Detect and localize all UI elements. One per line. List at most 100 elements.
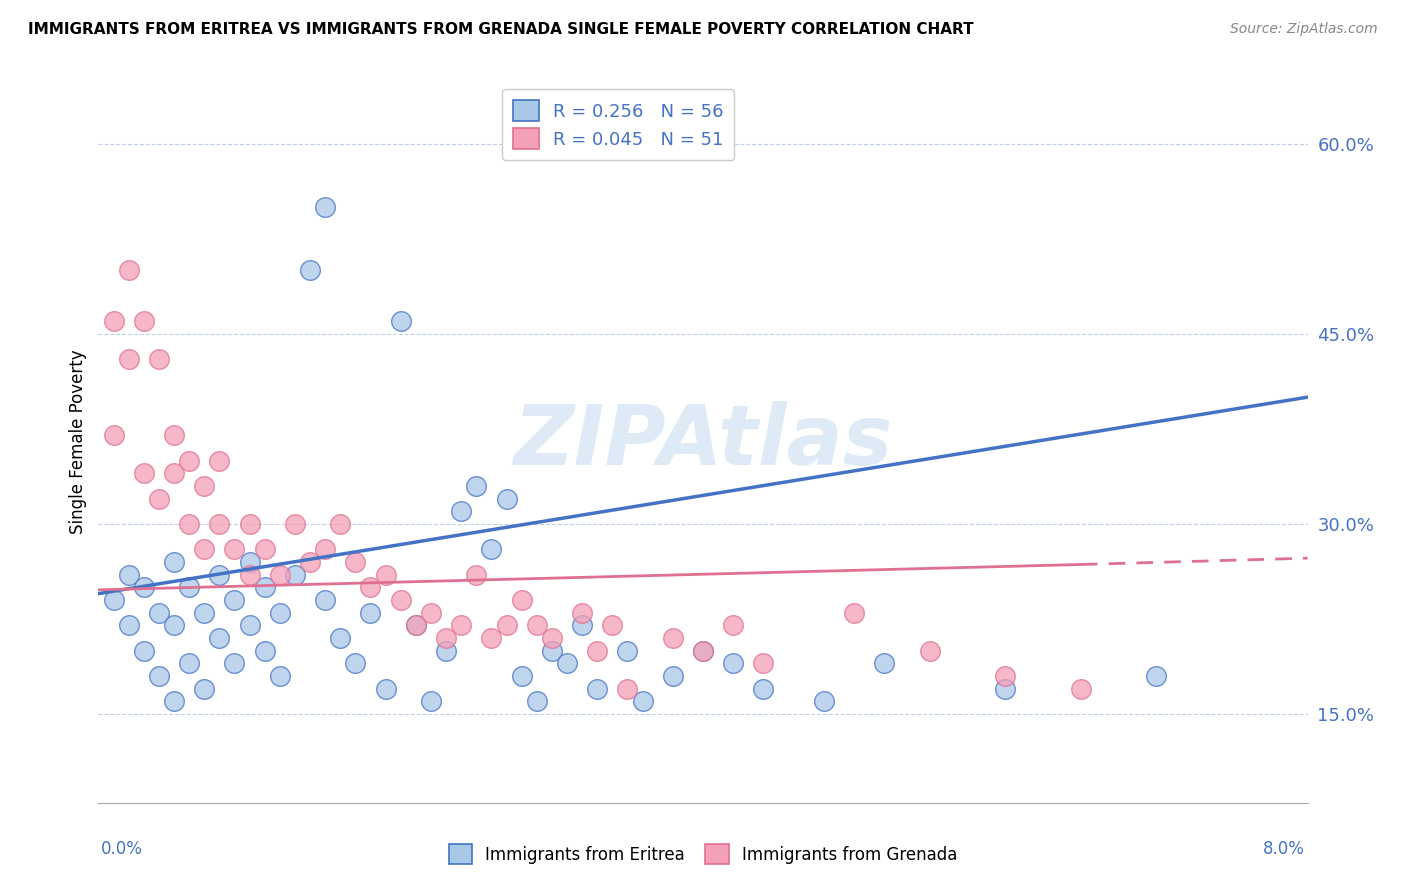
Point [540,631,562,645]
Point [389,593,412,607]
Point [661,631,683,645]
Legend: R = 0.256   N = 56, R = 0.045   N = 51: R = 0.256 N = 56, R = 0.045 N = 51 [502,89,734,160]
Point [329,516,352,531]
Y-axis label: Single Female Poverty: Single Female Poverty [69,350,87,533]
Point [239,516,262,531]
Point [118,618,141,632]
Point [118,567,141,582]
Legend: Immigrants from Eritrea, Immigrants from Grenada: Immigrants from Eritrea, Immigrants from… [441,838,965,871]
Point [481,542,503,557]
Point [269,567,291,582]
Point [994,669,1017,683]
Point [374,681,396,696]
Point [148,491,170,506]
Point [239,618,262,632]
Point [994,681,1017,696]
Point [208,516,231,531]
Text: 8.0%: 8.0% [1263,840,1305,858]
Point [239,567,262,582]
Point [526,618,548,632]
Text: ZIPAtlas: ZIPAtlas [513,401,893,482]
Point [163,428,186,442]
Point [344,657,367,671]
Point [224,542,246,557]
Text: 0.0%: 0.0% [101,840,143,858]
Point [284,516,307,531]
Point [631,694,654,708]
Point [918,643,941,657]
Point [314,593,336,607]
Point [510,669,533,683]
Point [465,567,488,582]
Point [118,263,141,277]
Point [253,580,276,594]
Point [224,593,246,607]
Point [284,567,307,582]
Point [179,657,201,671]
Point [299,555,322,569]
Point [163,618,186,632]
Point [148,352,170,367]
Point [132,314,155,328]
Point [526,694,548,708]
Point [103,314,125,328]
Point [420,694,443,708]
Point [193,606,215,620]
Point [495,618,517,632]
Point [450,618,472,632]
Point [510,593,533,607]
Point [481,631,503,645]
Point [495,491,517,506]
Point [571,606,593,620]
Point [540,643,562,657]
Text: Source: ZipAtlas.com: Source: ZipAtlas.com [1230,22,1378,37]
Point [434,643,457,657]
Point [1146,669,1168,683]
Point [344,555,367,569]
Point [661,669,683,683]
Point [179,516,201,531]
Point [253,643,276,657]
Point [132,643,155,657]
Point [586,643,609,657]
Point [813,694,835,708]
Point [450,504,472,518]
Point [132,580,155,594]
Point [329,631,352,645]
Point [163,555,186,569]
Point [692,643,714,657]
Point [193,479,215,493]
Point [420,606,443,620]
Point [103,428,125,442]
Point [723,657,745,671]
Point [103,593,125,607]
Point [208,567,231,582]
Point [299,263,322,277]
Point [723,618,745,632]
Point [374,567,396,582]
Point [118,352,141,367]
Point [239,555,262,569]
Point [269,606,291,620]
Point [253,542,276,557]
Point [616,681,638,696]
Point [389,314,412,328]
Point [269,669,291,683]
Point [360,580,382,594]
Point [179,580,201,594]
Point [224,657,246,671]
Point [465,479,488,493]
Point [602,618,624,632]
Point [208,453,231,467]
Point [616,643,638,657]
Point [752,681,775,696]
Point [752,657,775,671]
Point [179,453,201,467]
Point [405,618,427,632]
Point [555,657,578,671]
Point [586,681,609,696]
Point [163,694,186,708]
Point [132,467,155,481]
Text: IMMIGRANTS FROM ERITREA VS IMMIGRANTS FROM GRENADA SINGLE FEMALE POVERTY CORRELA: IMMIGRANTS FROM ERITREA VS IMMIGRANTS FR… [28,22,974,37]
Point [314,200,336,214]
